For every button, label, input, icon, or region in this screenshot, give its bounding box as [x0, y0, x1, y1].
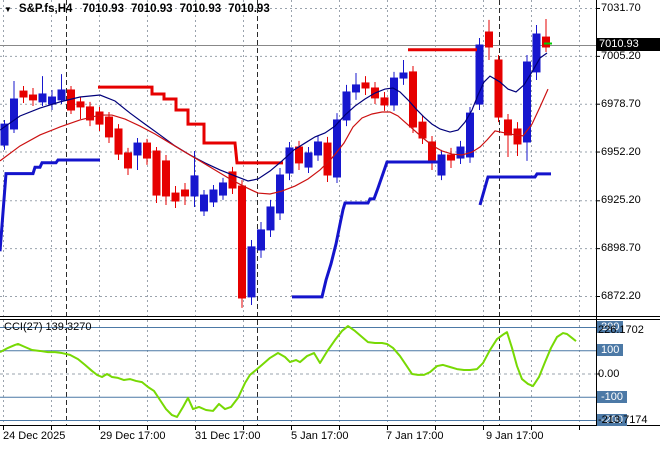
price-axis-label: 6898.70 — [601, 242, 641, 255]
time-axis-label: 24 Dec 2025 — [3, 430, 66, 442]
cci-axis-label: -213.7174 — [598, 414, 648, 426]
price-axis-label: 7031.70 — [601, 2, 641, 14]
cci-axis-label: 0.00 — [598, 368, 620, 380]
trend-stop-line-blue — [478, 172, 551, 206]
price-axis-label: 6872.20 — [601, 289, 641, 302]
collapse-arrow-icon[interactable]: ▼ — [4, 4, 12, 14]
candle-body-up — [523, 61, 531, 143]
ma-line-navy — [0, 52, 548, 182]
candle-body-up — [456, 146, 465, 159]
price-axis-label: 6925.20 — [601, 194, 641, 207]
candle-body-up — [247, 246, 256, 298]
candle-body-down — [238, 185, 246, 299]
candle-body-down — [86, 106, 94, 121]
candle-body-up — [257, 229, 265, 251]
candle-body-down — [105, 116, 113, 138]
candle-body-up — [342, 91, 351, 121]
quote-high: 7010.93 — [130, 3, 173, 15]
candle-body-up — [475, 44, 484, 105]
time-axis-label: 5 Jan 17:00 — [291, 430, 349, 442]
candle-body-up — [352, 84, 360, 93]
candle-body-down — [513, 128, 522, 145]
candle-body-down — [504, 119, 512, 136]
cci-line — [0, 325, 577, 418]
candle-body-down — [380, 97, 389, 106]
time-axis-label: 9 Jan 17:00 — [486, 430, 544, 442]
candle-body-up — [390, 77, 398, 106]
cci-level-tag: -100 — [597, 391, 628, 403]
candle-body-down — [409, 71, 417, 128]
candle-body-up — [532, 33, 541, 73]
candle-body-down — [124, 152, 132, 169]
candle-body-down — [295, 146, 303, 164]
candle-body-up — [437, 154, 446, 176]
time-axis-label: 29 Dec 17:00 — [100, 430, 166, 442]
cci-level-tag: -200 — [597, 414, 628, 426]
quote-open: 7010.93 — [82, 3, 124, 15]
candle-body-up — [57, 89, 66, 101]
candle-body-down — [485, 31, 493, 48]
trend-stop-line-blue — [0, 158, 100, 252]
candle-body-up — [333, 119, 341, 178]
candle-body-up — [304, 152, 313, 168]
candle-body-down — [162, 160, 170, 197]
candle-body-up — [399, 72, 408, 79]
candle-body-up — [133, 142, 142, 156]
candle-body-down — [361, 82, 370, 89]
quote-low: 7010.93 — [179, 3, 222, 15]
ma-line-red — [0, 88, 549, 195]
quote-row: ▼ S&P.fs,H4 7010.93 7010.93 7010.93 7010… — [4, 3, 277, 15]
candle-body-down — [323, 142, 332, 176]
quote-close: 7010.93 — [228, 3, 270, 15]
candle-body-down — [542, 36, 550, 48]
candle-body-up — [276, 174, 284, 214]
candle-body-up — [209, 189, 218, 203]
cci-level-tag: 100 — [597, 344, 624, 356]
trend-stop-line-blue — [292, 160, 443, 299]
candle-body-up — [285, 147, 294, 174]
candle-body-up — [266, 206, 275, 231]
candle-body-up — [0, 123, 9, 146]
candle-body-down — [114, 128, 123, 155]
cci-level-tag: 200 — [597, 321, 624, 333]
candle-body-down — [494, 59, 503, 118]
candle-body-up — [200, 194, 208, 212]
current-price-tag: 7010.93 — [596, 38, 660, 51]
price-axis-label: 7005.20 — [601, 49, 641, 62]
candle-body-down — [143, 142, 151, 159]
price-axis-label: 6978.70 — [601, 97, 641, 110]
cci-axis-label: 226.1702 — [598, 324, 644, 336]
candle-body-down — [95, 111, 104, 125]
candle-body-down — [171, 192, 180, 202]
price-axis-label: 6952.20 — [601, 145, 641, 158]
candle-body-up — [38, 93, 47, 103]
candle-body-down — [76, 101, 85, 108]
candle-body-down — [447, 154, 455, 161]
candle-body-up — [314, 141, 322, 156]
candle-body-down — [152, 150, 161, 196]
candle-body-up — [10, 98, 18, 130]
candle-body-down — [181, 189, 189, 197]
candle-body-up — [466, 112, 474, 158]
time-axis-label: 7 Jan 17:00 — [386, 430, 444, 442]
time-axis-label: 31 Dec 17:00 — [195, 430, 261, 442]
candle-body-down — [29, 94, 37, 101]
candle-body-up — [219, 182, 227, 196]
trend-stop-line-red — [98, 85, 283, 165]
indicator-label: CCI(27) 139.3270 — [4, 321, 92, 333]
symbol-period-label: S&P.fs,H4 — [18, 3, 73, 15]
candle-body-down — [19, 90, 28, 98]
candle-body-up — [190, 175, 199, 197]
